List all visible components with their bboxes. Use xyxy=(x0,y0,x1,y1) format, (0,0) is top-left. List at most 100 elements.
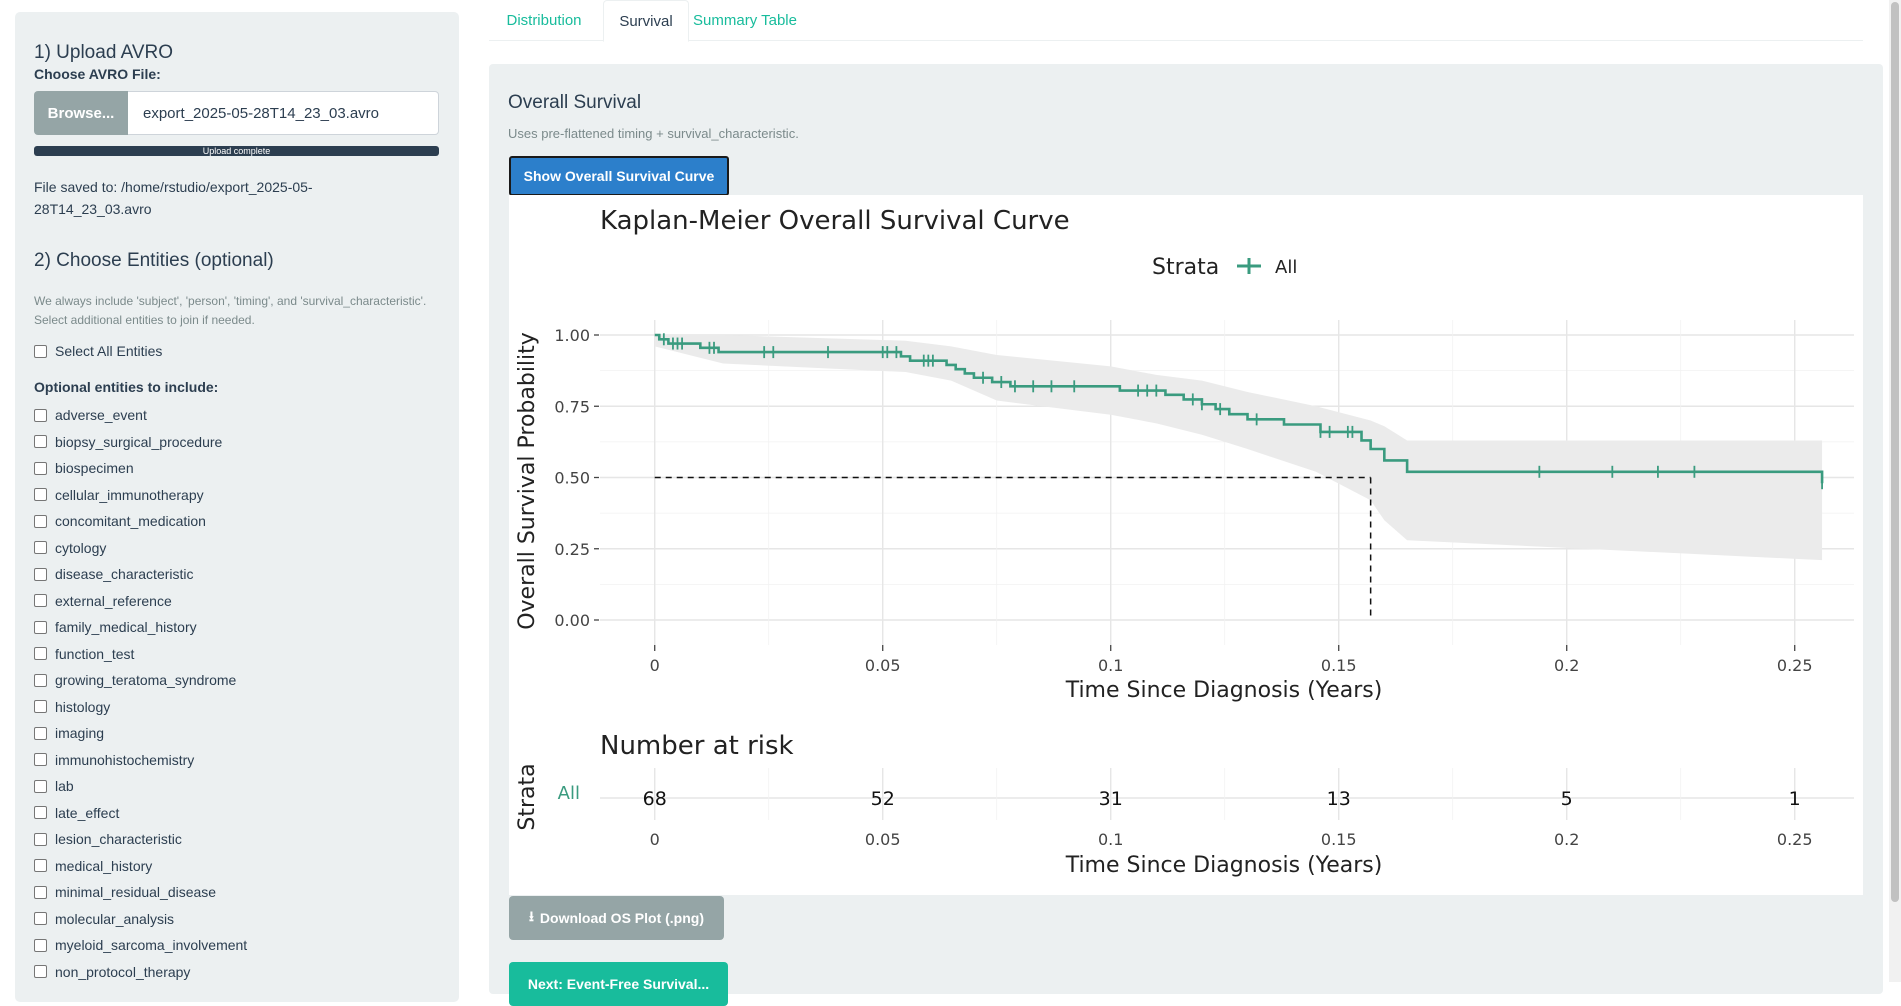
sidebar: 1) Upload AVRO Choose AVRO File: Browse.… xyxy=(15,12,459,1002)
entity-label: external_reference xyxy=(55,592,172,609)
risk-x-tick-label: 0.1 xyxy=(1098,830,1123,849)
entity-checkbox-minimal-residual-disease[interactable]: minimal_residual_disease xyxy=(34,882,216,902)
km-y-ticks: 0.00 0.25 0.50 0.75 1.00 xyxy=(554,326,599,630)
km-plot: Kaplan-Meier Overall Survival Curve Stra… xyxy=(509,195,1863,895)
upload-progress-bar: Upload complete xyxy=(34,146,439,156)
next-efs-button[interactable]: Next: Event-Free Survival... xyxy=(509,962,728,1006)
entity-label: histology xyxy=(55,698,111,715)
page-scrollbar[interactable] xyxy=(1889,0,1901,982)
browse-button[interactable]: Browse... xyxy=(34,91,128,135)
checkbox-box[interactable] xyxy=(34,567,47,581)
checkbox-box[interactable] xyxy=(34,647,47,660)
entity-checkbox-cytology[interactable]: cytology xyxy=(34,538,106,558)
download-label: Download OS Plot (.png) xyxy=(539,910,704,926)
legend-title: Strata xyxy=(1152,255,1219,280)
risk-values: 68 52 31 13 5 1 xyxy=(643,788,1801,810)
show-survival-curve-button[interactable]: Show Overall Survival Curve xyxy=(509,156,729,196)
entity-label: imaging xyxy=(55,725,105,741)
risk-x-axis-label: Time Since Diagnosis (Years) xyxy=(1065,853,1383,878)
checkbox-box[interactable] xyxy=(34,726,47,740)
checkbox-box[interactable] xyxy=(34,700,47,713)
risk-count: 1 xyxy=(1789,788,1801,810)
tab-distribution[interactable]: Distribution xyxy=(506,11,582,29)
entity-checkbox-adverse-event[interactable]: adverse_event xyxy=(34,405,147,425)
checkbox-box[interactable] xyxy=(34,620,47,634)
km-y-axis-label: Overall Survival Probability xyxy=(515,332,540,630)
file-input[interactable]: Browse... export_2025-05-28T14_23_03.avr… xyxy=(34,91,439,135)
risk-count: 68 xyxy=(643,788,667,810)
x-tick-label: 0.25 xyxy=(1777,656,1813,675)
risk-row-label-all: All xyxy=(558,783,580,804)
legend-label-all: All xyxy=(1275,257,1297,278)
entity-checkbox-biopsy-surgical-procedure[interactable]: biopsy_surgical_procedure xyxy=(34,432,222,452)
entity-checkbox-molecular-analysis[interactable]: molecular_analysis xyxy=(34,909,174,929)
tab-survival[interactable]: Survival xyxy=(603,0,689,42)
scrollbar-thumb[interactable] xyxy=(1891,2,1899,902)
entity-checkbox-cellular-immunotherapy[interactable]: cellular_immunotherapy xyxy=(34,485,204,505)
checkbox-box[interactable] xyxy=(34,779,47,793)
x-tick-label: 0.2 xyxy=(1554,656,1579,675)
entity-checkbox-histology[interactable]: histology xyxy=(34,697,110,717)
entity-checkbox-myeloid-sarcoma-involvement[interactable]: myeloid_sarcoma_involvement xyxy=(34,935,247,955)
entity-label: immunohistochemistry xyxy=(55,751,195,768)
entity-checkbox-late-effect[interactable]: late_effect xyxy=(34,803,119,823)
entity-checkbox-concomitant-medication[interactable]: concomitant_medication xyxy=(34,511,206,531)
confidence-band xyxy=(654,335,1823,561)
checkbox-box[interactable] xyxy=(34,594,47,607)
km-title: Kaplan-Meier Overall Survival Curve xyxy=(600,206,1070,236)
checkbox-box[interactable] xyxy=(34,912,47,925)
entity-label: cytology xyxy=(55,539,107,556)
tab-bar: Distribution Survival Summary Table xyxy=(489,0,1863,42)
checkbox-box[interactable] xyxy=(34,408,47,422)
tab-summary-table[interactable]: Summary Table xyxy=(693,11,797,29)
select-all-label: Select All Entities xyxy=(55,343,163,359)
entity-checkbox-lesion-characteristic[interactable]: lesion_characteristic xyxy=(34,829,182,849)
checkbox-box[interactable] xyxy=(34,514,47,528)
checkbox-box[interactable] xyxy=(34,435,47,448)
checkbox-box[interactable] xyxy=(34,461,47,475)
entity-checkbox-biospecimen[interactable]: biospecimen xyxy=(34,458,134,478)
entity-checkbox-immunohistochemistry[interactable]: immunohistochemistry xyxy=(34,750,194,770)
risk-x-ticks: 0 0.05 0.1 0.15 0.2 0.25 xyxy=(650,830,1813,849)
entity-label: medical_history xyxy=(55,857,153,874)
checkbox-box[interactable] xyxy=(34,344,47,358)
entity-label: growing_teratoma_syndrome xyxy=(55,672,237,688)
entity-checkbox-family-medical-history[interactable]: family_medical_history xyxy=(34,617,197,637)
entity-checkbox-function-test[interactable]: function_test xyxy=(34,644,134,664)
risk-x-tick-label: 0.2 xyxy=(1554,830,1579,849)
checkbox-box[interactable] xyxy=(34,832,47,846)
entity-checkbox-external-reference[interactable]: external_reference xyxy=(34,591,172,611)
entity-label: lab xyxy=(55,778,74,794)
entity-checkbox-medical-history[interactable]: medical_history xyxy=(34,856,152,876)
y-tick-label: 1.00 xyxy=(554,326,590,345)
entity-checkbox-disease-characteristic[interactable]: disease_characteristic xyxy=(34,564,194,584)
select-all-entities-checkbox[interactable]: Select All Entities xyxy=(34,341,162,361)
km-x-axis-label: Time Since Diagnosis (Years) xyxy=(1065,678,1383,703)
entity-checkbox-growing-teratoma-syndrome[interactable]: growing_teratoma_syndrome xyxy=(34,670,236,690)
km-median-lines xyxy=(654,476,1372,620)
download-os-plot-button[interactable]: ⭳ Download OS Plot (.png) xyxy=(509,896,724,940)
entity-checkbox-imaging[interactable]: imaging xyxy=(34,723,104,743)
checkbox-box[interactable] xyxy=(34,965,47,978)
entity-label: molecular_analysis xyxy=(55,910,175,927)
checkbox-box[interactable] xyxy=(34,673,47,687)
entity-label: late_effect xyxy=(55,804,120,821)
checkbox-box[interactable] xyxy=(34,859,47,872)
y-tick-label: 0.75 xyxy=(554,397,590,416)
risk-x-tick-label: 0 xyxy=(650,830,660,849)
x-tick-label: 0.1 xyxy=(1098,656,1123,675)
km-x-ticks: 0 0.05 0.1 0.15 0.2 0.25 xyxy=(650,645,1813,675)
entity-checkbox-non-protocol-therapy[interactable]: non_protocol_therapy xyxy=(34,962,190,982)
x-tick-label: 0 xyxy=(650,656,660,675)
km-censor-marks xyxy=(662,333,1823,490)
checkbox-box[interactable] xyxy=(34,885,47,899)
y-tick-label: 0.25 xyxy=(554,540,590,559)
checkbox-box[interactable] xyxy=(34,806,47,819)
checkbox-box[interactable] xyxy=(34,938,47,952)
checkbox-box[interactable] xyxy=(34,753,47,766)
checkbox-box[interactable] xyxy=(34,541,47,554)
file-name-field[interactable]: export_2025-05-28T14_23_03.avro xyxy=(128,91,439,135)
checkbox-box[interactable] xyxy=(34,488,47,501)
entity-label: biopsy_surgical_procedure xyxy=(55,433,223,450)
entity-checkbox-lab[interactable]: lab xyxy=(34,776,74,796)
